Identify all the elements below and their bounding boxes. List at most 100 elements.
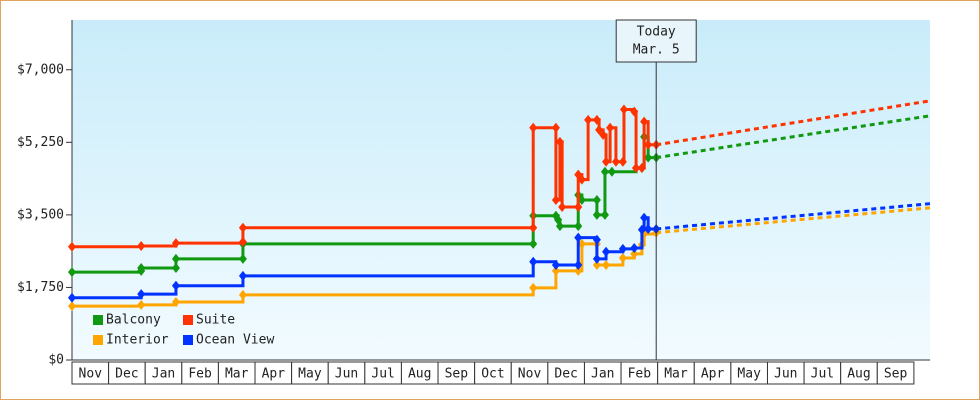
x-tick-label: Jan xyxy=(591,367,614,382)
data-point xyxy=(238,236,247,247)
legend-swatch xyxy=(183,335,193,345)
data-point xyxy=(607,166,616,177)
data-point xyxy=(592,194,601,205)
x-tick-label: Mar xyxy=(664,367,688,382)
today-box xyxy=(615,19,697,63)
data-point xyxy=(171,280,180,291)
x-tick-label: Feb xyxy=(188,367,212,382)
data-point xyxy=(68,292,76,303)
data-point xyxy=(618,156,627,167)
data-point xyxy=(577,194,586,205)
x-tick-label: Oct xyxy=(481,367,504,382)
data-point xyxy=(529,256,538,267)
data-point xyxy=(551,194,560,205)
data-point xyxy=(600,166,609,177)
data-point xyxy=(618,253,627,263)
data-point xyxy=(558,202,567,212)
x-tick-label: Jan xyxy=(152,367,175,382)
data-point xyxy=(574,232,583,243)
data-point xyxy=(68,301,76,312)
legend-label: Suite xyxy=(196,313,235,328)
x-tick-label: Mar xyxy=(225,367,249,382)
today-date: Mar. 5 xyxy=(633,43,680,58)
data-point xyxy=(600,209,609,220)
x-tick-box xyxy=(876,361,915,385)
plot-area xyxy=(72,20,930,360)
data-point xyxy=(577,238,586,249)
data-point xyxy=(137,240,146,251)
data-point xyxy=(592,209,601,220)
data-point xyxy=(68,241,76,252)
data-point xyxy=(592,234,601,245)
data-point xyxy=(599,129,608,140)
x-tick-label: Jun xyxy=(335,367,358,382)
x-tick-label: Aug xyxy=(847,367,870,382)
data-point xyxy=(574,265,583,276)
data-point xyxy=(644,139,653,150)
data-point xyxy=(171,296,180,307)
data-point xyxy=(238,270,247,281)
legend-swatch xyxy=(93,335,103,345)
legend-label: Balcony xyxy=(106,313,161,328)
today-label: Today xyxy=(637,25,676,40)
data-point xyxy=(630,243,639,254)
data-point xyxy=(171,238,180,249)
data-point xyxy=(619,104,628,115)
data-point xyxy=(630,248,639,259)
y-tick-label: $1,750 xyxy=(17,280,64,295)
data-point xyxy=(595,124,604,135)
x-tick-label: May xyxy=(737,367,761,382)
y-tick-label: $3,500 xyxy=(17,207,64,222)
y-tick-label: $0 xyxy=(48,353,64,368)
data-point xyxy=(551,265,560,276)
data-point xyxy=(529,222,538,233)
x-tick-label: Nov xyxy=(518,367,542,382)
data-point xyxy=(137,289,146,300)
data-point xyxy=(637,163,646,174)
data-point xyxy=(602,156,611,167)
forecast-line xyxy=(656,206,931,235)
x-tick-label: Sep xyxy=(445,367,469,382)
legend-label: Ocean View xyxy=(196,333,274,348)
data-point xyxy=(602,260,611,271)
data-point xyxy=(632,163,641,174)
data-point xyxy=(238,289,247,300)
data-point xyxy=(618,243,627,254)
legend-swatch xyxy=(93,315,103,325)
data-point xyxy=(606,122,615,133)
data-point xyxy=(577,174,586,185)
data-point xyxy=(644,223,653,234)
data-point xyxy=(137,299,146,310)
data-point xyxy=(555,221,564,232)
legend-swatch xyxy=(183,315,193,325)
data-point xyxy=(551,260,560,271)
x-tick-label: Feb xyxy=(628,367,652,382)
x-tick-label: Dec xyxy=(115,367,138,382)
x-tick-label: May xyxy=(298,367,322,382)
data-point xyxy=(574,260,583,271)
x-tick-label: Jul xyxy=(811,367,834,382)
legend-label: Interior xyxy=(106,333,169,348)
data-point xyxy=(592,260,601,271)
x-tick-label: Nov xyxy=(79,367,103,382)
data-point xyxy=(574,202,583,212)
data-point xyxy=(555,136,564,147)
data-point xyxy=(529,238,538,249)
data-point xyxy=(171,262,180,273)
data-point xyxy=(171,253,180,264)
forecast-line xyxy=(655,114,931,160)
data-point xyxy=(592,114,601,125)
data-point xyxy=(584,114,593,125)
data-point xyxy=(238,222,247,233)
x-tick-label: Aug xyxy=(408,367,431,382)
x-tick-label: Dec xyxy=(554,367,577,382)
data-point xyxy=(137,262,146,273)
data-point xyxy=(640,212,649,223)
data-point xyxy=(551,122,560,133)
data-point xyxy=(611,156,620,167)
data-point xyxy=(529,122,538,133)
x-tick-label: Apr xyxy=(701,367,725,382)
data-point xyxy=(238,253,247,264)
